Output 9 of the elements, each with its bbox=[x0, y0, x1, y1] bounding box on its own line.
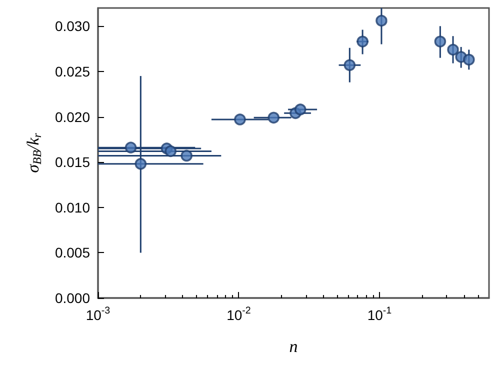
y-tick-label: 0.010 bbox=[54, 199, 90, 216]
y-tick-label: 0.025 bbox=[54, 63, 90, 80]
y-tick-label: 0.030 bbox=[54, 18, 90, 34]
y-tick-label: 0.020 bbox=[54, 108, 90, 125]
y-tick-label: 0.005 bbox=[54, 244, 90, 261]
x-axis-title: n bbox=[289, 337, 298, 356]
y-tick-label: 0.000 bbox=[54, 290, 90, 306]
y-tick-label: 0.015 bbox=[54, 154, 90, 170]
y-axis-title: σBB/kr bbox=[23, 132, 44, 173]
